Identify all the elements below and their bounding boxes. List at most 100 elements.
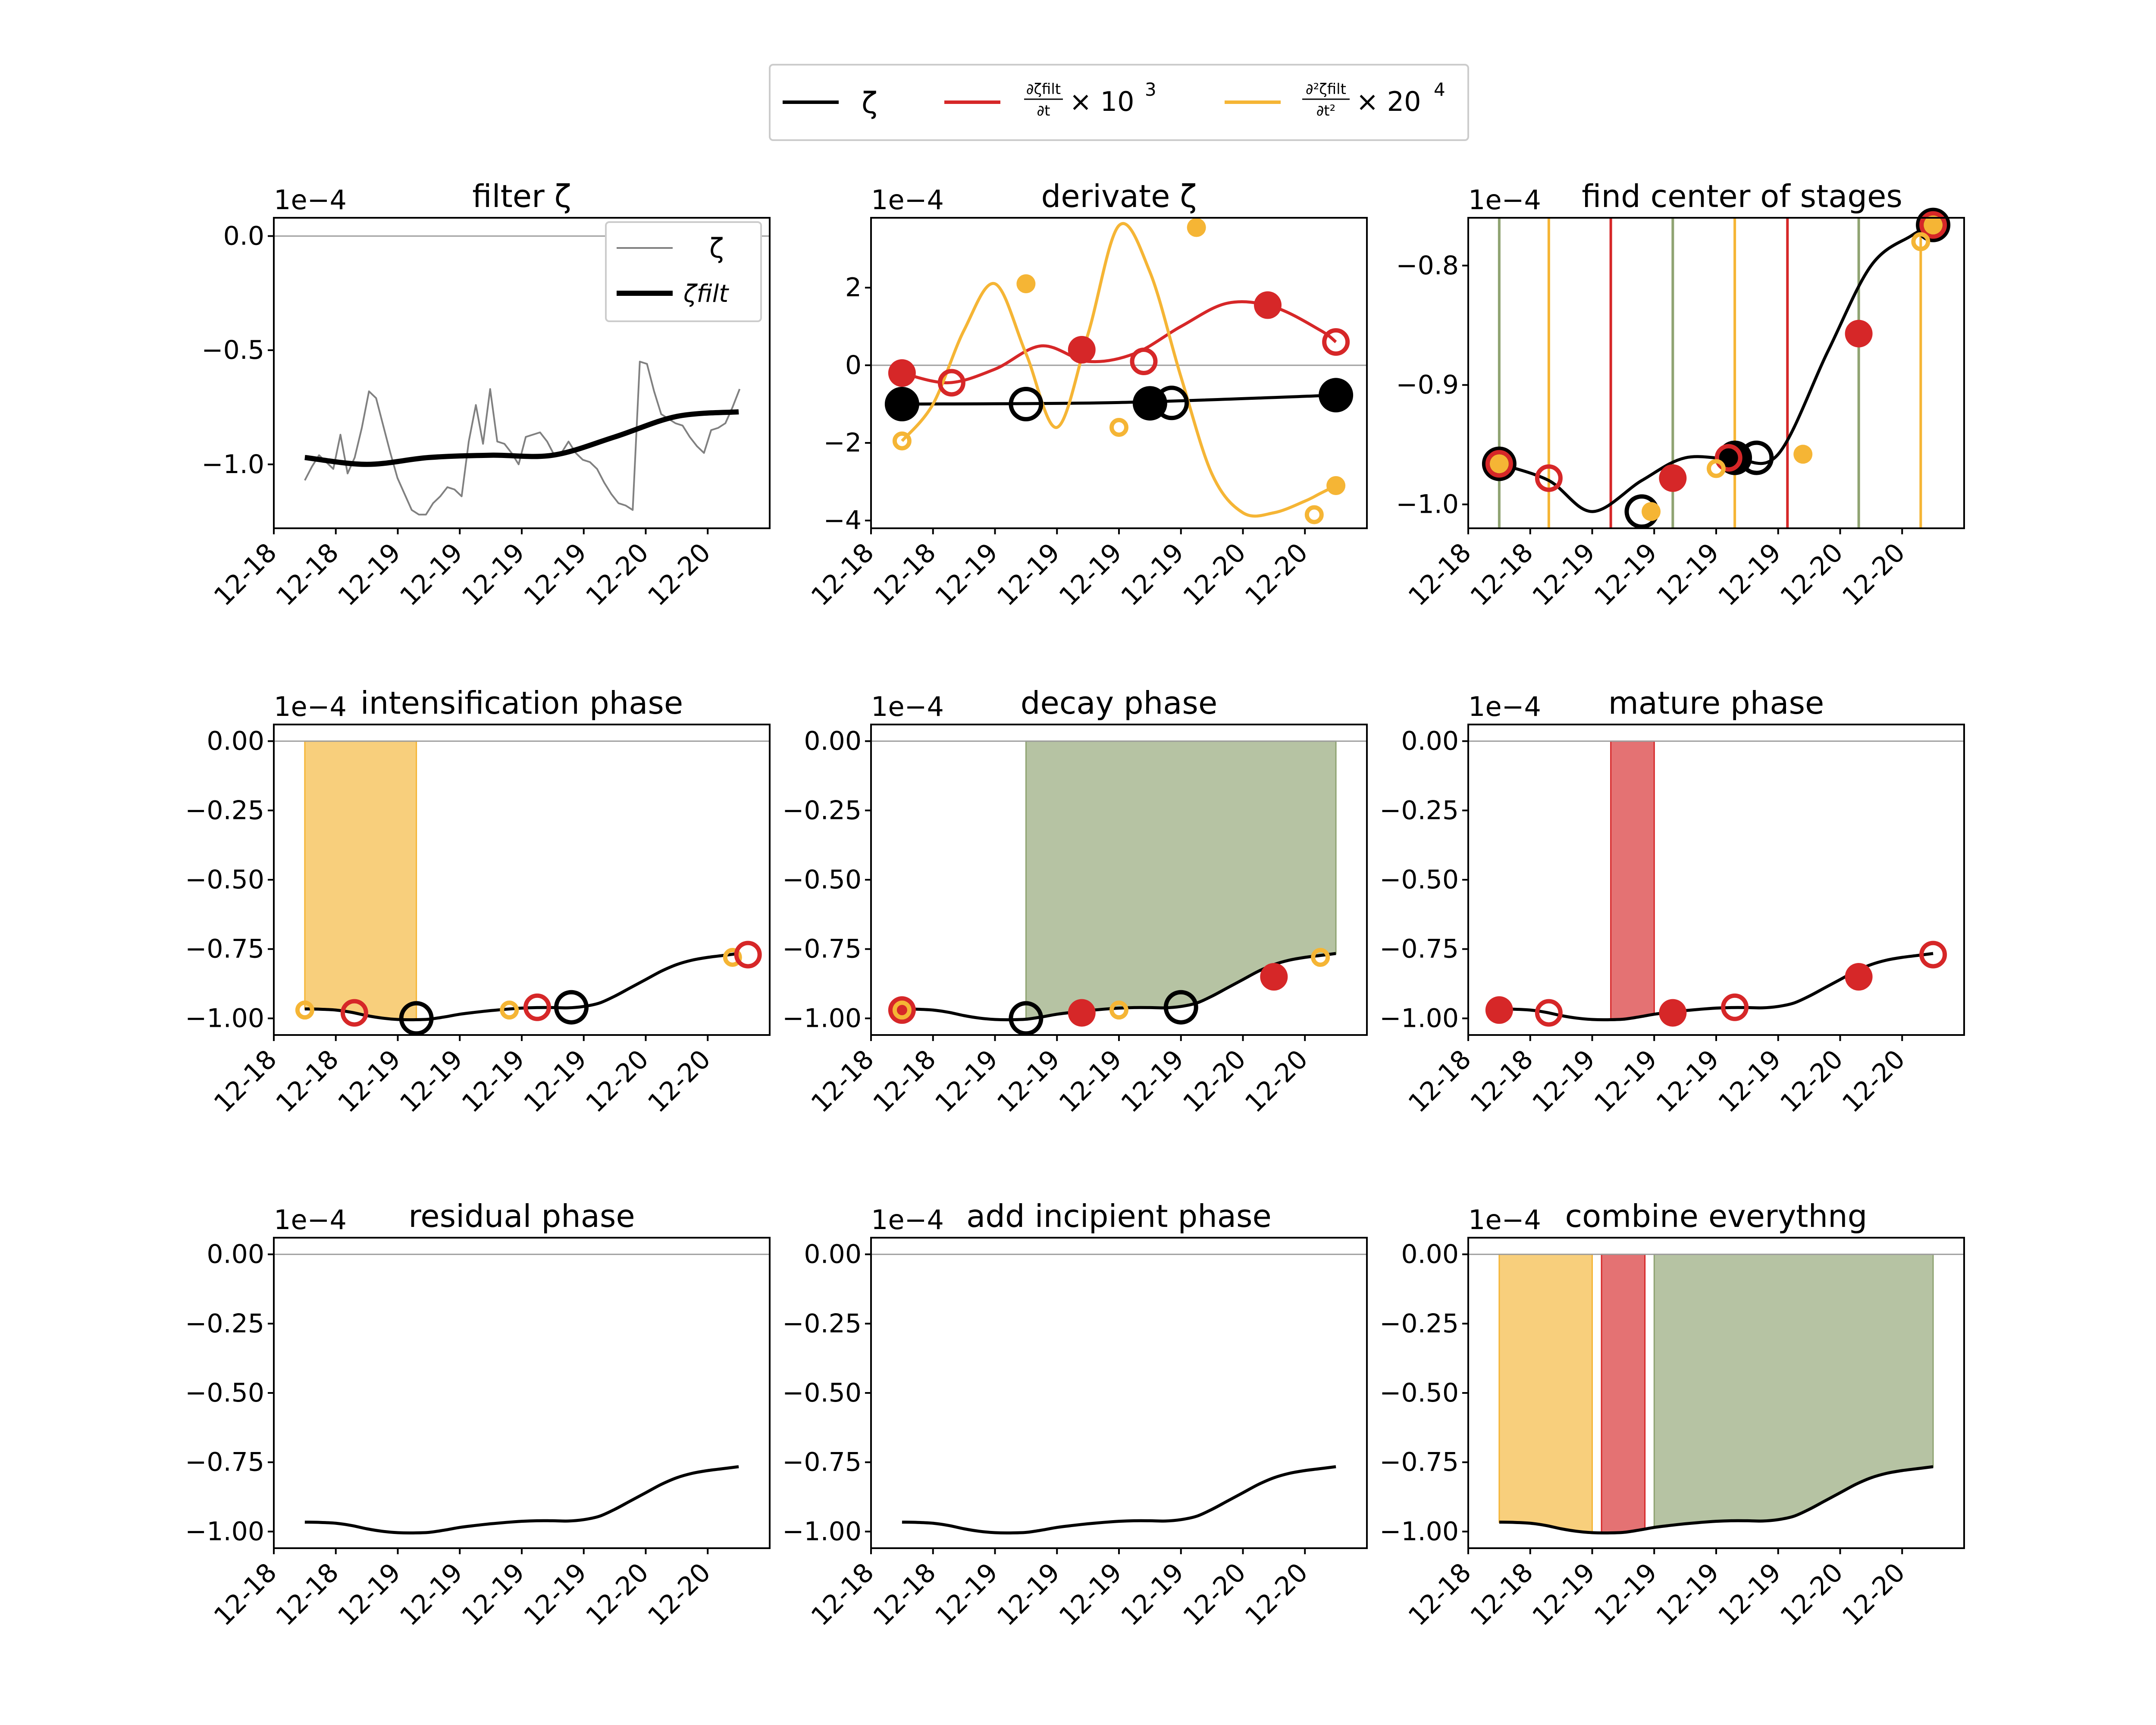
x-tick-label: 12-19 <box>929 1044 1004 1119</box>
x-tick-label: 12-18 <box>1465 537 1539 612</box>
x-tick-label: 12-19 <box>1116 1557 1190 1632</box>
x-tick-label: 12-19 <box>1116 537 1190 612</box>
y-tick-label: −0.25 <box>1379 1308 1459 1339</box>
extremum-marker <box>1845 320 1873 348</box>
legend-label-zeta: ζ <box>862 86 877 120</box>
extremum-marker <box>1485 996 1513 1024</box>
y-tick-label: −0.75 <box>1379 1447 1459 1477</box>
extremum-marker <box>1642 502 1661 521</box>
shaded-phase-region <box>1653 1254 1934 1528</box>
series-line <box>902 393 1336 406</box>
shaded-phase-region <box>1025 740 1337 1020</box>
extremum-marker <box>1304 505 1324 524</box>
x-tick-label: 12-20 <box>1836 1044 1911 1119</box>
subplot-7: residual phase 1e−4 0.00 −0.25 −0.50 −0.75 −1.… <box>185 1198 771 1632</box>
x-tick-label: 12-20 <box>1239 1557 1314 1632</box>
y-tick-label: −0.50 <box>782 1378 862 1408</box>
x-tick-label: 12-18 <box>805 1044 880 1119</box>
offset-label: 1e−4 <box>1468 691 1541 722</box>
extremum-marker <box>1009 1001 1044 1036</box>
x-tick-label: 12-19 <box>1713 1557 1787 1632</box>
extremum-marker <box>888 359 916 387</box>
x-tick-label: 12-20 <box>642 1557 717 1632</box>
legend-first-derivative-denominator: ∂t <box>1037 102 1050 119</box>
y-tick-label: 0.00 <box>804 1239 862 1270</box>
extremum-marker <box>1254 291 1282 319</box>
subplot-title: residual phase <box>408 1198 635 1234</box>
x-tick-label: 12-19 <box>456 1557 531 1632</box>
legend-first-derivative-exponent: 3 <box>1145 79 1156 100</box>
extremum-marker <box>888 996 916 1024</box>
y-tick-label: −0.25 <box>185 1308 264 1339</box>
subplot-2: derivate ζ1e−420−2−412-1812-1812-1912-19… <box>805 178 1368 612</box>
y-tick-label: −0.50 <box>185 1378 264 1408</box>
axes-frame <box>1467 724 1965 1036</box>
series-line <box>304 361 741 516</box>
extremum-marker <box>1707 459 1726 478</box>
x-tick-label: 12-19 <box>1713 537 1787 612</box>
extremum-marker <box>1714 444 1742 472</box>
zeta-filt-line <box>1499 1465 1934 1535</box>
extremum-marker <box>1721 993 1749 1021</box>
extremum-marker <box>1109 418 1128 437</box>
x-tick-label: 12-18 <box>805 1557 880 1632</box>
y-tick-label: −0.50 <box>1379 1378 1459 1408</box>
x-tick-label: 12-19 <box>394 537 469 612</box>
x-tick-label: 12-19 <box>394 1557 469 1632</box>
offset-label: 1e−4 <box>1468 184 1541 216</box>
extremum-marker <box>1154 386 1189 420</box>
subplot-title: intensification phase <box>360 685 683 721</box>
x-tick-label: 12-20 <box>1774 537 1849 612</box>
shaded-phase-region <box>1498 1254 1593 1534</box>
x-tick-label: 12-19 <box>991 537 1066 612</box>
subplot-8: add incipient phase 1e−4 0.00 −0.25 −0.50 −0.… <box>782 1198 1368 1632</box>
y-tick-label: −1.00 <box>782 1003 862 1033</box>
extremum-marker <box>1326 476 1346 495</box>
extremum-marker <box>1311 948 1330 967</box>
extremum-marker <box>734 941 762 969</box>
extremum-marker <box>1919 941 1947 969</box>
offset-label: 1e−4 <box>871 1204 944 1236</box>
legend-label-zeta: ζ <box>709 232 724 264</box>
x-tick-label: 12-18 <box>270 1044 345 1119</box>
x-tick-label: 12-19 <box>1526 537 1601 612</box>
extremum-marker <box>1130 348 1158 375</box>
y-tick-label: −0.25 <box>1379 795 1459 825</box>
y-tick-label: −0.25 <box>782 795 862 825</box>
y-tick-label: −1.00 <box>782 1516 862 1546</box>
extremum-marker <box>1911 232 1930 251</box>
extremum-marker <box>295 1000 314 1020</box>
x-tick-label: 12-19 <box>1526 1557 1601 1632</box>
subplot-title: combine everythng <box>1565 1198 1868 1234</box>
x-tick-label: 12-18 <box>868 1044 942 1119</box>
legend-second-derivative-exponent: 4 <box>1434 79 1445 100</box>
extremum-marker <box>1319 378 1354 413</box>
subplot-6: mature phase 1e−4 0.00 −0.25 −0.50 −0.75 −1.00… <box>1379 685 1965 1119</box>
y-tick-label: −4 <box>824 505 862 536</box>
x-tick-label: 12-20 <box>1774 1557 1849 1632</box>
subplot-1: filter ζ1e−40.0−0.5−1.012-1812-1812-1912… <box>201 178 771 612</box>
x-tick-label: 12-19 <box>394 1044 469 1119</box>
y-tick-label: 0.00 <box>207 1239 264 1270</box>
x-tick-label: 12-19 <box>1589 1044 1663 1119</box>
plot-area <box>1468 1254 1964 1535</box>
y-tick-label: −0.50 <box>1379 865 1459 895</box>
plot-area <box>1468 740 1964 1022</box>
extremum-marker <box>554 990 589 1025</box>
extremum-marker <box>1187 218 1206 237</box>
x-tick-label: 12-19 <box>1053 1557 1128 1632</box>
extremum-marker <box>1322 328 1350 356</box>
x-tick-label: 12-19 <box>1116 1044 1190 1119</box>
subplot-legend: ζ ζfilt <box>605 221 762 322</box>
zeta-filt-line <box>304 1465 739 1535</box>
x-tick-label: 12-20 <box>580 1557 655 1632</box>
y-tick-label: −0.75 <box>782 934 862 964</box>
x-tick-label: 12-18 <box>1403 1557 1477 1632</box>
y-tick-label: −0.8 <box>1396 251 1459 281</box>
x-tick-label: 12-20 <box>1239 1044 1314 1119</box>
x-tick-label: 12-19 <box>1713 1044 1787 1119</box>
y-tick-label: 0.00 <box>1401 1239 1459 1270</box>
x-tick-label: 12-19 <box>1589 1557 1663 1632</box>
x-tick-label: 12-18 <box>270 1557 345 1632</box>
plot-area <box>871 222 1367 518</box>
